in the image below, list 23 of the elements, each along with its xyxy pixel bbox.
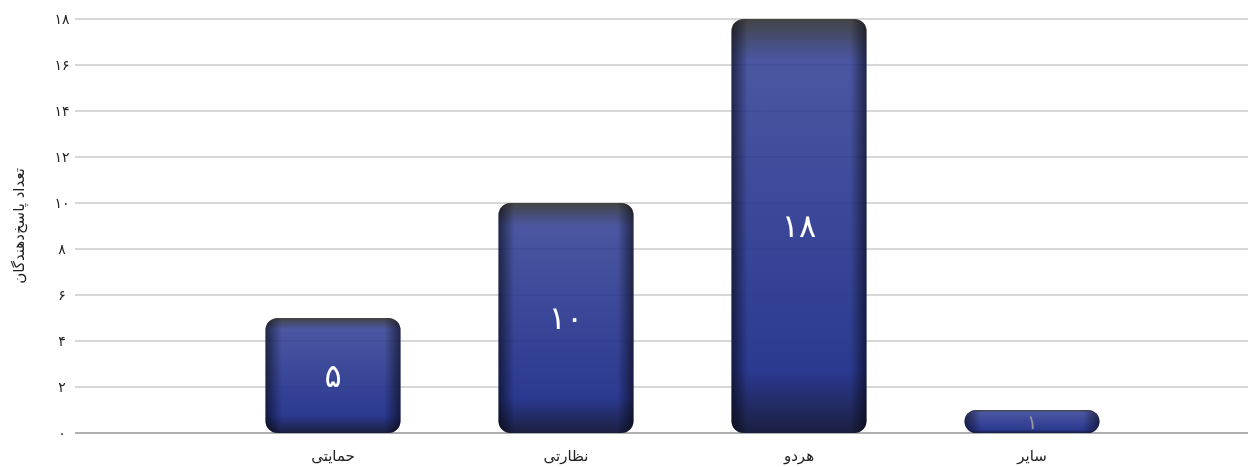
x-tick-label: هردو bbox=[782, 447, 815, 465]
data-label: ۱ bbox=[1026, 409, 1038, 434]
y-tick-label: ۱۰ bbox=[54, 195, 70, 211]
y-axis-title: تعداد پاسخ‌دهندگان bbox=[10, 168, 29, 284]
bar bbox=[964, 410, 1100, 433]
bar bbox=[265, 318, 401, 433]
data-label: ۱۸ bbox=[781, 207, 817, 245]
y-tick-label: ۱۴ bbox=[54, 103, 70, 119]
data-label: ۵ bbox=[324, 356, 342, 395]
data-label: ۱۰ bbox=[548, 299, 584, 337]
y-tick-label: ۱۲ bbox=[54, 149, 70, 165]
x-tick-label: سایر bbox=[1016, 447, 1047, 465]
y-tick-label: ۱۸ bbox=[54, 11, 70, 27]
bar bbox=[731, 19, 867, 433]
y-tick-label: ۴ bbox=[58, 333, 66, 349]
x-tick-label: حمایتی bbox=[311, 447, 355, 465]
x-tick-label: نظارتی bbox=[543, 447, 589, 465]
y-tick-label: ۶ bbox=[58, 287, 66, 303]
y-tick-label: ۸ bbox=[58, 241, 67, 257]
y-tick-label: ۲ bbox=[58, 379, 66, 395]
y-tick-label: ۱۶ bbox=[54, 57, 70, 73]
bar bbox=[498, 203, 634, 433]
y-tick-label: ۰ bbox=[58, 425, 66, 441]
